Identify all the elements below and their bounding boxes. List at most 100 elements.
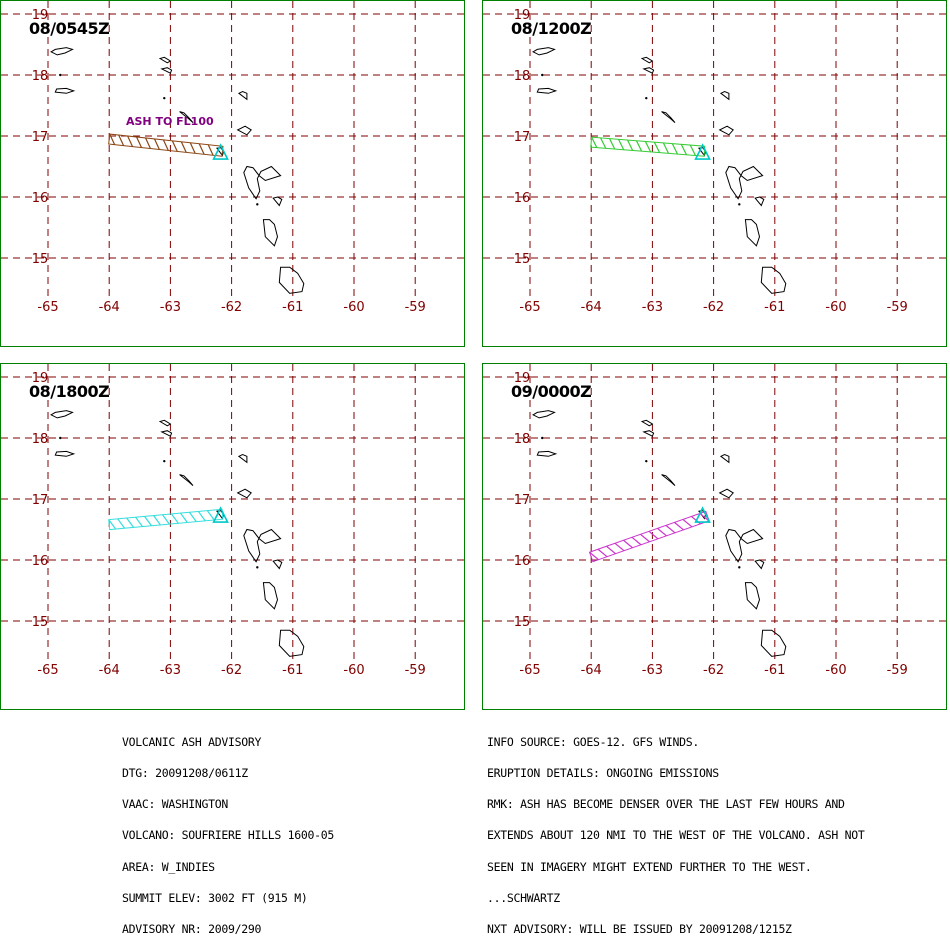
- islet: [738, 566, 741, 569]
- island-barbuda: [719, 453, 730, 464]
- ash-hatch: [144, 137, 151, 149]
- island-antigua: [718, 488, 734, 499]
- ash-hatch: [189, 142, 196, 154]
- island-st-croix: [536, 87, 558, 94]
- ash-hatch: [674, 521, 684, 531]
- ash-hatch: [589, 551, 599, 561]
- volcano-icon: [212, 506, 229, 523]
- ash-hatch: [109, 133, 116, 145]
- island-st-kitts: [179, 111, 194, 123]
- ash-hatch: [153, 515, 161, 526]
- ash-hatch: [665, 524, 676, 534]
- island-anguilla: [158, 419, 172, 427]
- lat-tick-label: 15: [32, 615, 49, 630]
- ash-hatch: [108, 519, 117, 530]
- lon-tick-label: -60: [825, 663, 846, 678]
- island-st-martin: [642, 67, 655, 74]
- ash-hatch: [136, 136, 143, 148]
- advisory-line: ...SCHWARTZ: [487, 890, 560, 905]
- ash-hatch: [188, 511, 197, 523]
- ash-hatch: [170, 513, 179, 524]
- lat-tick-label: 18: [514, 69, 531, 84]
- lon-tick-label: -61: [282, 300, 303, 315]
- ash-hatch: [153, 138, 160, 150]
- lon-tick-label: -65: [519, 300, 540, 315]
- islet: [59, 436, 62, 440]
- ash-hatch: [606, 545, 616, 555]
- island-barbuda: [237, 90, 248, 101]
- lat-tick-label: 15: [32, 252, 49, 267]
- island-st-martin: [160, 67, 173, 74]
- lon-tick-label: -63: [160, 663, 181, 678]
- island-dominica: [744, 219, 761, 247]
- island-st-croix: [54, 450, 76, 457]
- lon-tick-label: -59: [405, 663, 426, 678]
- advisory-header-text: VOLCANIC ASH ADVISORY DTG: 20091208/0611…: [122, 716, 334, 945]
- lon-tick-label: -60: [825, 300, 846, 315]
- ash-hatch: [118, 134, 125, 146]
- island-st-kitts: [661, 474, 676, 486]
- island-st-croix: [54, 87, 76, 94]
- islet: [59, 73, 62, 77]
- lat-tick-label: 15: [514, 252, 531, 267]
- island-dominica: [262, 582, 279, 610]
- forecast-panel-090000z: -65 -64 -63 -62 -61 -60 -59 19 18 17 16 15 09/0000Z: [482, 363, 947, 710]
- lon-tick-label: -60: [343, 663, 364, 678]
- ash-hatch: [171, 140, 178, 152]
- lon-tick-label: -62: [221, 300, 242, 315]
- panel-time-label: 08/0545Z: [29, 19, 110, 38]
- lon-tick-label: -59: [887, 300, 908, 315]
- lon-tick-label: -65: [37, 300, 58, 315]
- island-dominica: [262, 219, 279, 247]
- ash-hatch: [206, 510, 215, 521]
- advisory-line: VOLCANO: SOUFRIERE HILLS 1600-05: [122, 828, 334, 843]
- island-virgin-islands: [532, 410, 556, 419]
- forecast-panel-0845z: -65 -64 -63 -62 -61 -60 -59 19 18 17 16 15 08/0545Z…: [0, 0, 465, 347]
- lat-tick-label: 17: [32, 130, 49, 145]
- lat-tick-label: 17: [32, 493, 49, 508]
- ash-hatch: [127, 135, 134, 147]
- lon-tick-label: -63: [642, 663, 663, 678]
- island-virgin-islands: [532, 47, 556, 56]
- island-virgin-islands: [50, 47, 74, 56]
- volcano-icon: [694, 506, 711, 523]
- map-canvas: -65 -64 -63 -62 -61 -60 -59 19 18 17 16 15: [483, 1, 946, 315]
- lon-tick-label: -59: [887, 663, 908, 678]
- island-st-croix: [536, 450, 558, 457]
- lon-tick-label: -61: [764, 300, 785, 315]
- ash-hatch: [614, 542, 625, 552]
- lon-tick-label: -64: [99, 663, 120, 678]
- lat-tick-label: 19: [514, 8, 531, 23]
- island-guadeloupe: [725, 528, 764, 563]
- island-martinique: [278, 629, 305, 657]
- lon-tick-label: -64: [581, 663, 602, 678]
- ash-level-label: ASH TO FL100: [126, 115, 214, 128]
- ash-hatch: [197, 511, 206, 522]
- lat-tick-label: 16: [32, 554, 49, 569]
- advisory-line: VAAC: WASHINGTON: [122, 797, 228, 812]
- ash-hatch: [162, 139, 169, 151]
- islet: [163, 96, 166, 100]
- advisory-line: ADVISORY NR: 2009/290: [122, 922, 262, 937]
- island-dominica: [744, 582, 761, 610]
- island-guadeloupe: [243, 165, 282, 200]
- ash-hatch: [179, 512, 188, 523]
- ash-hatch: [117, 518, 126, 529]
- lon-tick-label: -63: [160, 300, 181, 315]
- volcano-icon: [212, 143, 229, 160]
- island-guadeloupe: [243, 528, 282, 563]
- ash-hatch: [648, 530, 659, 540]
- island-antigua: [718, 125, 734, 136]
- island-antigua: [236, 488, 252, 499]
- lon-tick-label: -61: [764, 663, 785, 678]
- ash-hatch: [162, 514, 170, 525]
- advisory-line: DTG: 20091208/0611Z: [122, 766, 248, 781]
- lon-tick-label: -62: [703, 663, 724, 678]
- lon-tick-label: -65: [519, 663, 540, 678]
- island-st-kitts: [661, 111, 676, 123]
- lat-tick-label: 16: [32, 191, 49, 206]
- lat-tick-label: 16: [514, 191, 531, 206]
- ash-hatch: [207, 144, 214, 156]
- islet: [256, 566, 259, 569]
- ash-hatch: [597, 548, 608, 558]
